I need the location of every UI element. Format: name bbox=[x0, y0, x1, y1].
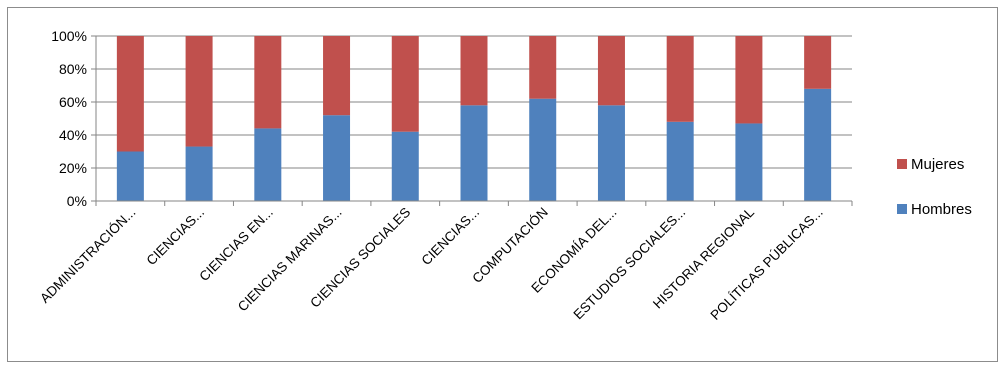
x-axis bbox=[95, 36, 853, 206]
bar-mujeres bbox=[460, 36, 488, 106]
bar-hombres bbox=[254, 128, 282, 201]
y-tick-label: 20% bbox=[59, 160, 87, 176]
y-axis-tick-labels: 0% 20% 40% 60% 80% 100% bbox=[51, 28, 87, 209]
bar-hombres bbox=[185, 146, 213, 201]
bar-mujeres bbox=[529, 36, 557, 99]
legend-swatch bbox=[897, 204, 907, 214]
legend-swatch bbox=[897, 159, 907, 169]
bar-mujeres bbox=[597, 36, 625, 106]
bar-mujeres bbox=[804, 36, 832, 89]
bar-hombres bbox=[529, 98, 557, 201]
bar-hombres bbox=[735, 123, 763, 201]
y-tick-label: 80% bbox=[59, 61, 87, 77]
bar-mujeres bbox=[735, 36, 763, 124]
bar-hombres bbox=[323, 115, 351, 201]
bar-mujeres bbox=[323, 36, 351, 116]
legend: Mujeres Hombres bbox=[897, 156, 972, 218]
bars bbox=[116, 36, 832, 201]
bar-hombres bbox=[804, 88, 832, 201]
y-tick-label: 60% bbox=[59, 94, 87, 110]
bar-mujeres bbox=[254, 36, 282, 129]
legend-label: Hombres bbox=[911, 201, 972, 218]
bar-mujeres bbox=[666, 36, 694, 122]
y-tick-label: 100% bbox=[51, 28, 87, 44]
bar-hombres bbox=[666, 121, 694, 201]
bar-mujeres bbox=[116, 36, 144, 152]
bar-mujeres bbox=[185, 36, 213, 147]
bar-hombres bbox=[116, 151, 144, 201]
bar-hombres bbox=[597, 105, 625, 201]
y-tick-label: 40% bbox=[59, 127, 87, 143]
y-tick-label: 0% bbox=[67, 193, 87, 209]
legend-label: Mujeres bbox=[911, 156, 964, 173]
bar-hombres bbox=[391, 131, 419, 201]
bar-mujeres bbox=[391, 36, 419, 132]
chart-border bbox=[7, 7, 998, 362]
bar-hombres bbox=[460, 105, 488, 201]
